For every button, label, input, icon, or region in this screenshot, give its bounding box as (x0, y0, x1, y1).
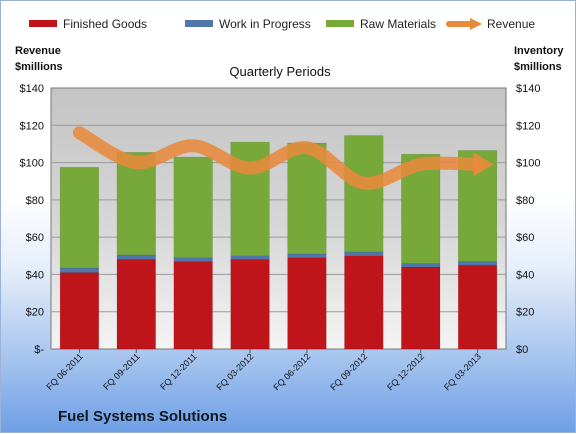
bar-finished-goods-fq-06-2012 (287, 257, 327, 350)
bar-work-in-progress-fq-09-2011 (116, 254, 156, 260)
x-tick-label-fq-09-2011: FQ 09-2011 (101, 351, 142, 392)
legend-swatch-work-in-progress (185, 20, 213, 27)
legend-label-finished-goods: Finished Goods (63, 17, 147, 31)
revenue-line (72, 126, 485, 190)
bar-finished-goods-fq-03-2013 (457, 264, 498, 350)
legend-label-raw-materials: Raw Materials (360, 17, 436, 31)
legend-arrow-revenue (470, 18, 482, 30)
right-tick-label-140: $140 (516, 83, 540, 95)
bar-work-in-progress-fq-09-2012 (344, 251, 384, 257)
x-tick-label-fq-06-2012: FQ 06-2012 (271, 351, 312, 392)
right-axis-title-line1: Inventory (514, 45, 564, 57)
legend-label-revenue: Revenue (487, 17, 535, 31)
bar-work-in-progress-fq-06-2012 (287, 253, 327, 258)
right-tick-label-80: $80 (516, 195, 534, 207)
chart-subtitle: Quarterly Periods (229, 64, 331, 79)
left-tick-label-100: $100 (20, 158, 44, 170)
bar-work-in-progress-fq-06-2011 (59, 267, 100, 273)
right-axis-title-line2: $millions (514, 61, 562, 73)
bar-finished-goods-fq-03-2012 (230, 259, 270, 350)
company-name: Fuel Systems Solutions (58, 408, 227, 425)
right-tick-label-120: $120 (516, 120, 540, 132)
bar-raw-materials-fq-09-2011 (116, 152, 156, 256)
bar-work-in-progress-fq-03-2012 (230, 255, 270, 260)
legend: Finished Goods Work in Progress Raw Mate… (29, 17, 535, 31)
bar-finished-goods-fq-09-2012 (344, 255, 384, 350)
bar-raw-materials-fq-12-2011 (173, 156, 213, 258)
legend-item-revenue: Revenue (446, 17, 535, 31)
bar-finished-goods-fq-09-2011 (116, 259, 156, 350)
right-tick-label-20: $20 (516, 307, 534, 319)
legend-item-raw-materials: Raw Materials (326, 17, 436, 31)
right-tick-label-100: $100 (516, 158, 540, 170)
right-tick-label-60: $60 (516, 232, 534, 244)
bar-raw-materials-fq-06-2011 (59, 166, 100, 269)
left-tick-label-140: $140 (20, 83, 44, 95)
legend-item-finished-goods: Finished Goods (29, 17, 147, 31)
revenue-line-arrowhead (473, 152, 494, 177)
bar-raw-materials-fq-09-2012 (344, 135, 384, 253)
x-tick-label-fq-03-2013: FQ 03-2013 (442, 351, 483, 392)
bar-finished-goods-fq-06-2011 (59, 272, 100, 350)
left-tick-label-40: $40 (26, 269, 44, 281)
x-tick-label-fq-03-2012: FQ 03-2012 (214, 351, 255, 392)
bar-work-in-progress-fq-03-2013 (457, 261, 498, 266)
x-tick-label-fq-12-2012: FQ 12-2012 (385, 351, 426, 392)
bar-work-in-progress-fq-12-2012 (401, 262, 441, 268)
bar-work-in-progress-fq-12-2011 (173, 257, 213, 262)
legend-label-work-in-progress: Work in Progress (219, 17, 311, 31)
x-tick-label-fq-12-2011: FQ 12-2011 (158, 351, 199, 392)
legend-swatch-raw-materials (326, 20, 354, 27)
right-tick-label-0: $0 (516, 344, 528, 356)
bar-finished-goods-fq-12-2012 (401, 266, 441, 350)
legend-swatch-finished-goods (29, 20, 57, 27)
legend-item-work-in-progress: Work in Progress (185, 17, 311, 31)
left-tick-label-120: $120 (20, 120, 44, 132)
bar-finished-goods-fq-12-2011 (173, 261, 213, 350)
left-axis-title-line1: Revenue (15, 45, 61, 57)
left-axis-title-line2: $millions (15, 61, 63, 73)
right-tick-label-40: $40 (516, 269, 534, 281)
left-tick-label-80: $80 (26, 195, 44, 207)
left-tick-label-20: $20 (26, 307, 44, 319)
left-tick-label-0: $- (34, 344, 44, 356)
x-tick-label-fq-06-2011: FQ 06-2011 (44, 351, 85, 392)
x-tick-label-fq-09-2012: FQ 09-2012 (328, 351, 369, 392)
left-tick-label-60: $60 (26, 232, 44, 244)
